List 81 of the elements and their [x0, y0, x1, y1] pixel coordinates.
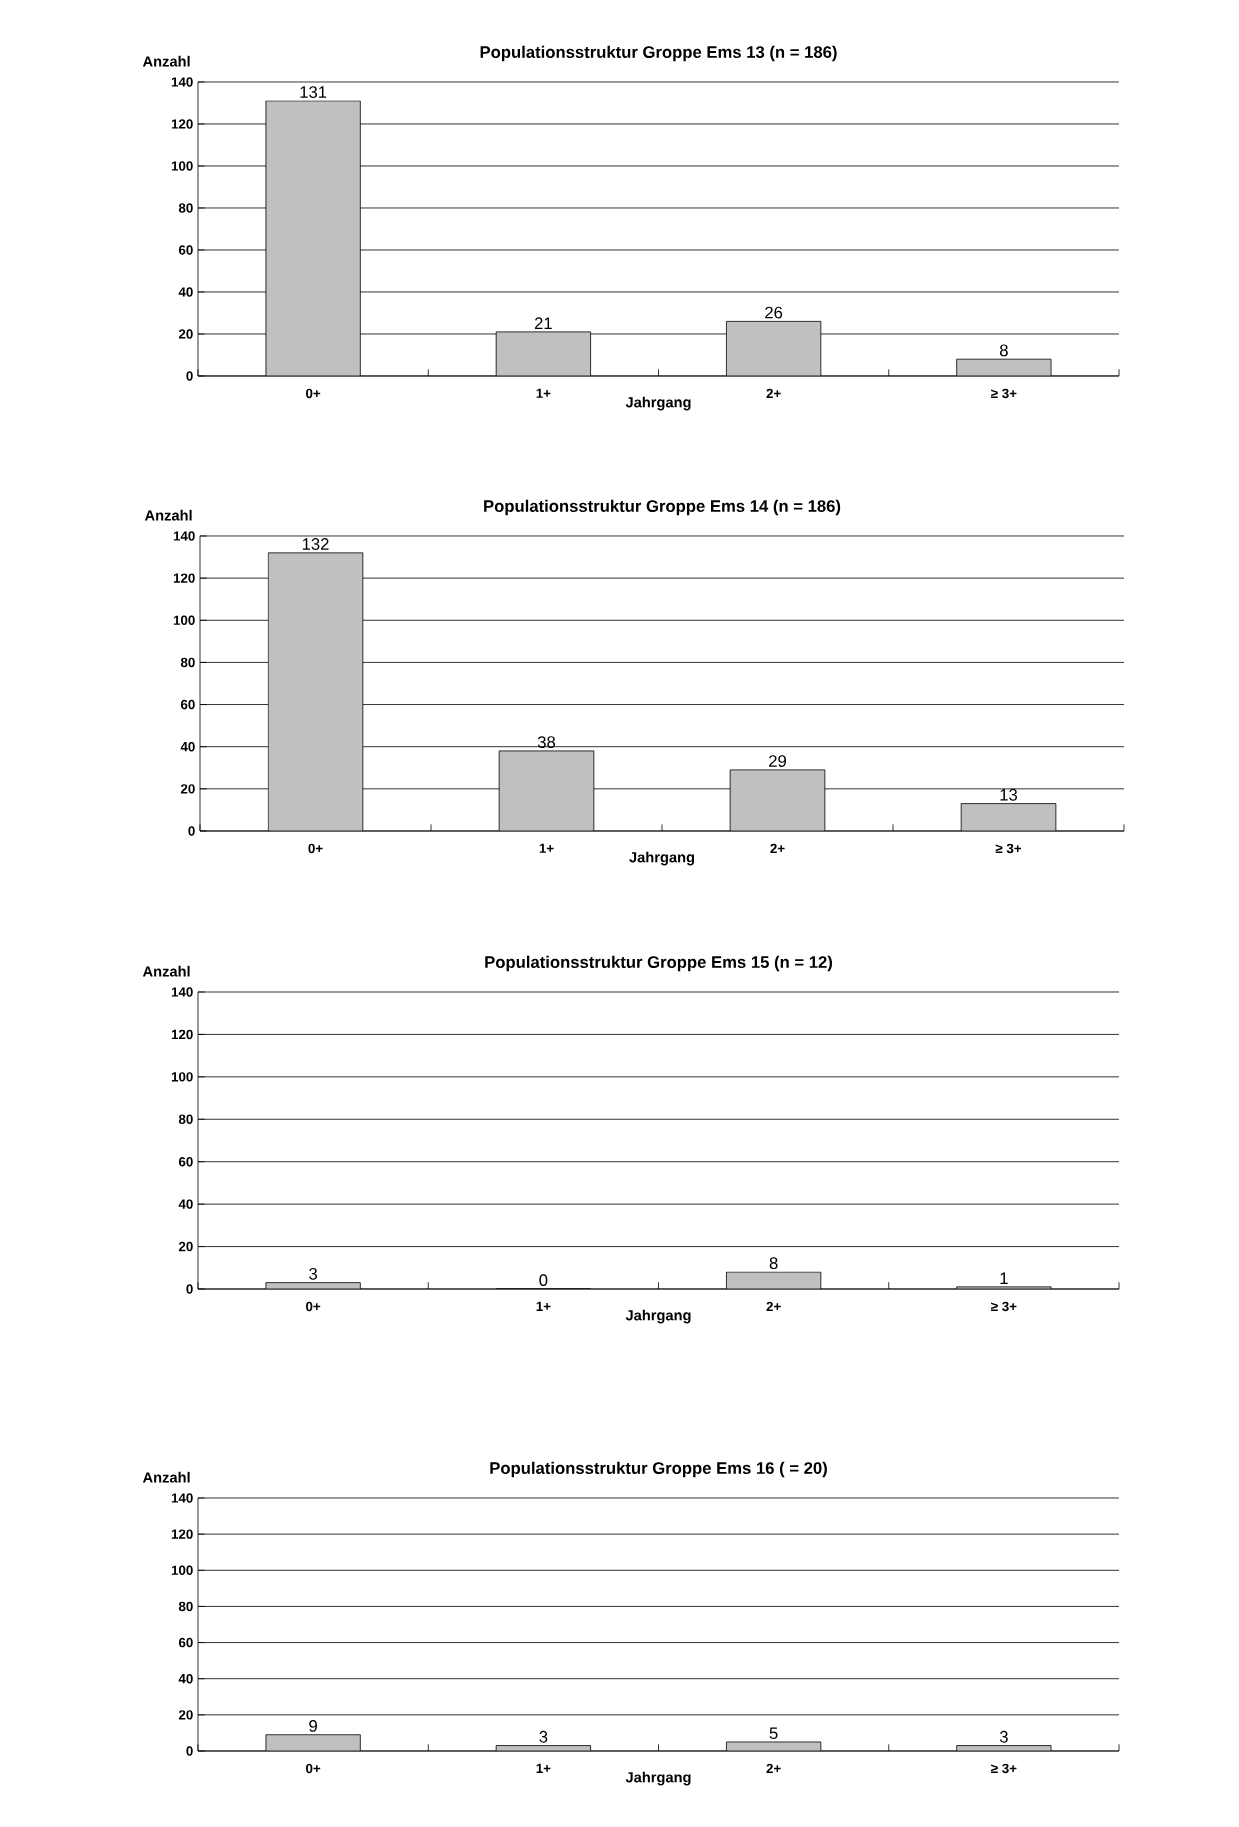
bar [267, 552, 364, 831]
x-axis-title: Jahrgang [625, 1309, 691, 1324]
y-axis-title: Anzahl [142, 965, 190, 977]
y-tick-label: 80 [178, 1601, 193, 1612]
x-axis-title: Jahrgang [629, 851, 695, 866]
chart-title: Populationsstruktur Groppe Ems 16 ( = 20) [490, 1461, 827, 1478]
y-axis-title: Anzahl [142, 55, 190, 67]
y-tick-label: 60 [178, 245, 193, 255]
y-tick-label: 140 [173, 531, 195, 541]
y-tick-label: 100 [173, 615, 195, 625]
x-axis-title: Jahrgang [625, 1771, 691, 1786]
x-tick-label: 2+ [766, 388, 781, 398]
chart-title: Populationsstruktur Groppe Ems 15 (n = 12) [485, 955, 833, 972]
data-label: 131 [300, 86, 327, 98]
y-tick-label: 0 [186, 1284, 193, 1294]
x-axis-title: Jahrgang [625, 396, 691, 411]
x-tick-label: 1+ [536, 388, 551, 398]
y-tick-label: 140 [171, 1493, 193, 1503]
y-tick-label: 120 [171, 1029, 193, 1040]
y-tick-label: 0 [186, 1746, 193, 1756]
x-tick-label: ≥ 3+ [991, 388, 1017, 399]
y-tick-label: 100 [171, 161, 193, 171]
data-label: 3 [999, 1730, 1008, 1743]
data-label: 26 [765, 306, 783, 319]
y-tick-label: 40 [178, 1674, 193, 1684]
x-tick-label: 0+ [308, 843, 323, 854]
bar [960, 803, 1057, 831]
y-tick-label: 140 [171, 987, 193, 997]
bar [265, 1734, 361, 1751]
x-tick-label: 1+ [536, 1763, 551, 1773]
y-tick-label: 120 [171, 119, 193, 129]
x-tick-label: 2+ [770, 843, 785, 854]
x-tick-label: 1+ [539, 843, 554, 853]
y-axis-title: Anzahl [142, 1471, 190, 1483]
y-tick-label: 60 [178, 1156, 193, 1167]
y-tick-label: 40 [180, 741, 195, 752]
y-tick-label: 100 [171, 1565, 193, 1575]
data-label: 29 [769, 755, 786, 767]
y-tick-label: 0 [188, 826, 195, 836]
data-label: 38 [537, 736, 556, 748]
y-tick-label: 100 [171, 1072, 193, 1082]
y-axis-title: Anzahl [144, 509, 192, 521]
data-label: 132 [302, 538, 329, 550]
x-tick-label: 2+ [766, 1301, 781, 1312]
bar [498, 750, 595, 831]
y-tick-label: 120 [171, 1529, 193, 1539]
y-tick-label: 60 [178, 1637, 193, 1648]
y-tick-label: 120 [173, 573, 195, 583]
x-tick-label: 0+ [306, 1763, 321, 1774]
y-tick-label: 20 [178, 329, 193, 339]
data-label: 8 [769, 1257, 778, 1270]
data-label: 3 [309, 1267, 318, 1280]
x-tick-label: 2+ [766, 1763, 781, 1774]
x-tick-label: ≥ 3+ [995, 843, 1022, 854]
chart-title: Populationsstruktur Groppe Ems 14 (n = 186) [484, 499, 841, 516]
y-tick-label: 80 [178, 1114, 193, 1124]
data-label: 8 [999, 344, 1008, 357]
y-tick-label: 0 [186, 371, 193, 381]
data-label: 1 [1000, 1272, 1008, 1284]
y-tick-label: 80 [180, 657, 195, 668]
x-tick-label: 1+ [536, 1301, 551, 1311]
data-label: 13 [1000, 788, 1018, 801]
y-tick-label: 140 [171, 77, 193, 87]
x-tick-label: 0+ [306, 388, 321, 399]
data-label: 9 [309, 1720, 317, 1732]
y-tick-label: 20 [178, 1241, 193, 1252]
data-label: 0 [539, 1274, 548, 1287]
y-tick-label: 40 [178, 287, 193, 297]
bar [729, 769, 826, 831]
data-label: 3 [539, 1730, 548, 1743]
data-label: 5 [769, 1727, 778, 1740]
y-tick-label: 60 [180, 699, 195, 710]
y-tick-label: 40 [178, 1199, 193, 1209]
data-label: 21 [534, 317, 552, 329]
y-tick-label: 20 [180, 784, 195, 794]
y-tick-label: 80 [178, 203, 193, 213]
x-tick-label: ≥ 3+ [991, 1301, 1017, 1312]
chart-title: Populationsstruktur Groppe Ems 13 (n = 186) [480, 45, 837, 62]
y-tick-label: 20 [178, 1710, 193, 1720]
x-tick-label: 0+ [306, 1301, 321, 1312]
x-tick-label: ≥ 3+ [991, 1763, 1017, 1774]
